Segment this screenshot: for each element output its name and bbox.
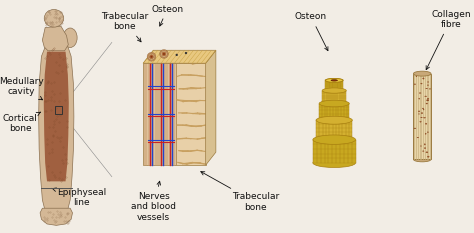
Circle shape (150, 56, 153, 58)
Text: Trabecular
bone: Trabecular bone (201, 171, 279, 212)
Text: Collagen
fibre: Collagen fibre (426, 10, 471, 70)
Ellipse shape (413, 157, 431, 162)
Ellipse shape (427, 98, 429, 99)
Polygon shape (39, 42, 74, 209)
Ellipse shape (423, 78, 424, 79)
Ellipse shape (414, 84, 416, 85)
Ellipse shape (422, 108, 424, 109)
Bar (55, 106, 62, 114)
Ellipse shape (421, 113, 423, 114)
Text: Osteon: Osteon (151, 4, 183, 26)
Bar (331, 80, 337, 163)
Circle shape (185, 52, 187, 54)
Bar (322, 91, 346, 103)
Polygon shape (206, 50, 216, 165)
Circle shape (160, 50, 168, 58)
Ellipse shape (319, 100, 349, 107)
Ellipse shape (316, 136, 352, 144)
Bar (413, 74, 431, 159)
Ellipse shape (316, 116, 352, 124)
Ellipse shape (420, 121, 421, 122)
Polygon shape (44, 52, 69, 181)
Polygon shape (42, 26, 68, 51)
Ellipse shape (427, 100, 428, 101)
Circle shape (147, 52, 156, 61)
Ellipse shape (414, 128, 416, 129)
Circle shape (161, 51, 167, 57)
Circle shape (162, 52, 166, 56)
Ellipse shape (326, 79, 343, 82)
Ellipse shape (427, 100, 429, 101)
Ellipse shape (331, 80, 337, 81)
Circle shape (148, 54, 155, 60)
Circle shape (163, 53, 165, 55)
Ellipse shape (319, 117, 349, 123)
Ellipse shape (423, 109, 424, 110)
Ellipse shape (424, 144, 425, 145)
Circle shape (149, 55, 154, 59)
Bar (319, 103, 349, 120)
Ellipse shape (426, 152, 428, 153)
Ellipse shape (425, 123, 427, 124)
Ellipse shape (44, 10, 64, 27)
Ellipse shape (421, 83, 422, 84)
Ellipse shape (326, 79, 343, 82)
Text: Nerves
and blood
vessels: Nerves and blood vessels (131, 181, 176, 222)
Text: Medullary
cavity: Medullary cavity (0, 77, 44, 100)
Text: Cortical
bone: Cortical bone (3, 112, 40, 133)
Bar (143, 63, 176, 165)
Ellipse shape (322, 101, 346, 106)
Ellipse shape (313, 135, 356, 144)
Ellipse shape (322, 88, 346, 93)
Text: Epiphyseal
line: Epiphyseal line (52, 188, 106, 207)
Bar (313, 140, 356, 163)
Bar (176, 63, 206, 165)
Ellipse shape (417, 137, 419, 138)
Ellipse shape (428, 156, 429, 157)
Ellipse shape (425, 133, 426, 134)
Ellipse shape (313, 158, 356, 168)
Text: Osteon: Osteon (295, 12, 328, 51)
Bar (316, 120, 352, 140)
Bar (326, 80, 343, 91)
Ellipse shape (426, 103, 428, 104)
Polygon shape (40, 208, 73, 225)
Ellipse shape (424, 147, 426, 149)
Ellipse shape (63, 28, 77, 48)
Ellipse shape (326, 89, 343, 93)
Circle shape (175, 54, 178, 56)
Ellipse shape (421, 117, 422, 118)
Ellipse shape (426, 88, 428, 89)
Ellipse shape (416, 76, 417, 77)
Ellipse shape (425, 96, 427, 97)
Polygon shape (143, 50, 216, 63)
Ellipse shape (423, 117, 426, 118)
Ellipse shape (413, 71, 431, 76)
Text: Trabecular
bone: Trabecular bone (101, 12, 148, 42)
